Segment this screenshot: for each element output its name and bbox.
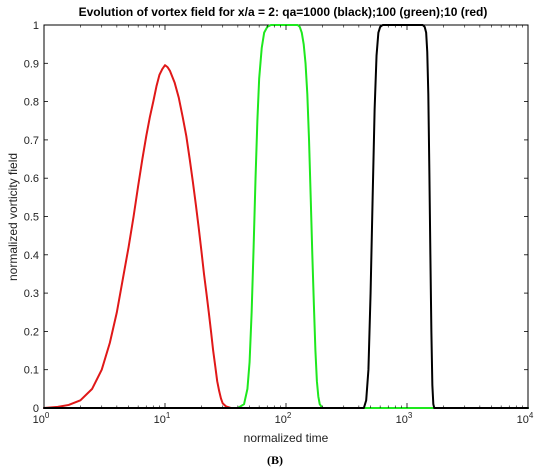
series-red-line (43, 64, 324, 409)
y-tick-label: 0.2 (24, 326, 39, 338)
series-green-line (229, 24, 529, 409)
figure-caption: (B) (267, 453, 283, 467)
x-tick-base: 10 (154, 414, 166, 426)
x-tick-label: 102 (275, 411, 292, 426)
x-tick-exponent: 2 (287, 411, 292, 420)
y-tick-label: 0.1 (24, 365, 39, 377)
y-tick-label: 1 (33, 20, 39, 32)
y-tick-label: 0.4 (24, 250, 39, 262)
chart-title: Evolution of vortex field for x/a = 2: q… (79, 5, 488, 19)
series-black-line (43, 24, 529, 409)
x-tick-base: 10 (275, 414, 287, 426)
x-tick-label: 103 (396, 411, 413, 426)
y-tick-label: 0.8 (24, 97, 39, 109)
x-tick-label: 101 (154, 411, 171, 426)
x-tick-base: 10 (517, 414, 529, 426)
y-tick-label: 0.7 (24, 135, 39, 147)
y-tick-label: 0.9 (24, 58, 39, 70)
x-tick-exponent: 1 (166, 411, 171, 420)
x-axis-label: normalized time (244, 431, 329, 445)
x-tick-label: 104 (517, 411, 534, 426)
plot-frame (43, 24, 529, 409)
x-tick-base: 10 (33, 414, 45, 426)
x-tick-base: 10 (396, 414, 408, 426)
x-tick-exponent: 3 (408, 411, 413, 420)
y-axis-label: normalized vorticity field (6, 153, 20, 281)
y-tick-label: 0.3 (24, 288, 39, 300)
y-tick-label: 0.6 (24, 173, 39, 185)
x-tick-label: 100 (33, 411, 50, 426)
x-tick-exponent: 0 (45, 411, 50, 420)
x-tick-exponent: 4 (529, 411, 534, 420)
y-tick-label: 0 (33, 403, 39, 415)
y-tick-label: 0.5 (24, 212, 39, 224)
series-layer (43, 24, 529, 409)
